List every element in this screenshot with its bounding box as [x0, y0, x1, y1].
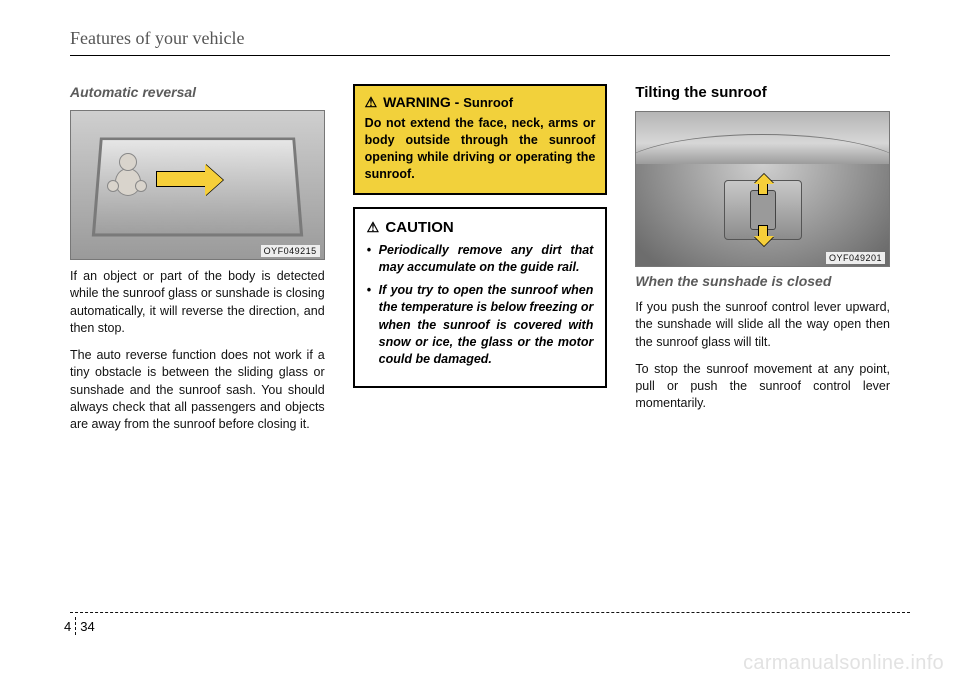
- body-paragraph: If an object or part of the body is dete…: [70, 268, 325, 337]
- figure-code-2: OYF049201: [826, 252, 885, 264]
- figure-code-1: OYF049215: [261, 245, 320, 257]
- caution-icon: ⚠: [367, 219, 380, 235]
- roof-exterior: [636, 112, 889, 164]
- watermark: carmanualsonline.info: [743, 652, 944, 675]
- caution-item: Periodically remove any dirt that may ac…: [367, 242, 594, 277]
- figure-tilting: OYF049201: [635, 111, 890, 267]
- section-header: Features of your vehicle: [70, 28, 890, 55]
- automatic-reversal-heading: Automatic reversal: [70, 84, 325, 100]
- caution-label: CAUTION: [385, 219, 453, 236]
- arrow-right-icon: [156, 171, 206, 187]
- body-paragraph: To stop the sunroof movement at any poin…: [635, 361, 890, 413]
- chapter-number: 4: [64, 619, 71, 634]
- warning-sublabel: Sunroof: [463, 95, 513, 110]
- sunshade-closed-subhead: When the sunshade is closed: [635, 273, 890, 289]
- warning-icon: ⚠: [365, 94, 378, 110]
- warning-label: WARNING -: [383, 94, 459, 110]
- caution-title: ⚠ CAUTION: [367, 219, 594, 236]
- tilting-heading: Tilting the sunroof: [635, 84, 890, 101]
- column-3: Tilting the sunroof OYF049201 When the s…: [635, 84, 890, 443]
- footer-rule: [70, 612, 910, 613]
- sunroof-console: [724, 180, 802, 240]
- page-separator: [75, 617, 76, 635]
- sunroof-switch: [750, 190, 776, 230]
- content-columns: Automatic reversal OYF049215 If an objec…: [70, 84, 890, 443]
- column-2: ⚠ WARNING - Sunroof Do not extend the fa…: [353, 84, 608, 443]
- page: Features of your vehicle Automatic rever…: [0, 0, 960, 443]
- warning-title: ⚠ WARNING - Sunroof: [365, 94, 596, 111]
- warning-text: Do not extend the face, neck, arms or bo…: [365, 115, 596, 183]
- header-rule: [70, 55, 890, 56]
- bear-icon: [111, 156, 145, 198]
- caution-box: ⚠ CAUTION Periodically remove any dirt t…: [353, 207, 608, 389]
- caution-item: If you try to open the sunroof when the …: [367, 282, 594, 368]
- arrow-up-icon: [758, 183, 768, 195]
- page-index: 34: [80, 619, 94, 634]
- arrow-down-icon: [758, 225, 768, 237]
- caution-list: Periodically remove any dirt that may ac…: [367, 242, 594, 369]
- column-1: Automatic reversal OYF049215 If an objec…: [70, 84, 325, 443]
- figure-auto-reversal: OYF049215: [70, 110, 325, 260]
- body-paragraph: The auto reverse function does not work …: [70, 347, 325, 433]
- warning-box: ⚠ WARNING - Sunroof Do not extend the fa…: [353, 84, 608, 195]
- page-number: 4 34: [64, 617, 95, 635]
- body-paragraph: If you push the sunroof control lever up…: [635, 299, 890, 351]
